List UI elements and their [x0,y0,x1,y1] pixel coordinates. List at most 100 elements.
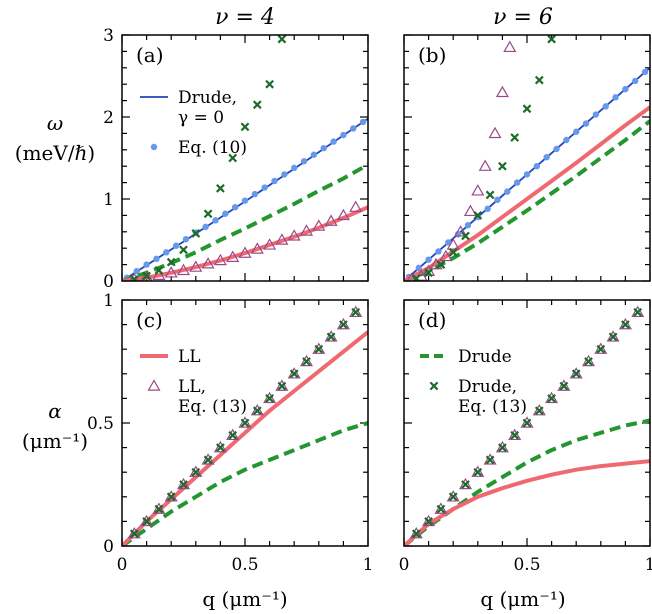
legend-label: Eq. (10) [178,138,247,158]
panel-d: 0 0.5 1 (d) Drude Drude,Eq. (13) [399,299,652,575]
data-point-cross [473,211,483,220]
data-point-dots [153,255,160,263]
data-point-triangle [176,477,191,490]
data-point-triangle [201,257,215,269]
data-point-triangle [129,272,140,281]
data-point-dots [182,235,190,243]
ticks [403,34,651,282]
data-point-dots [172,242,180,249]
data-point-triangle [458,477,473,490]
data-point-cross [411,529,421,539]
data-point-cross [252,406,262,416]
data-point-triangle [569,367,583,379]
series-group [404,35,650,281]
data-point-triangle [336,208,350,221]
data-point-triangle [406,272,417,281]
data-point-cross [240,418,250,428]
data-point-triangle [226,428,240,441]
data-point-cross [302,357,311,366]
data-point-triangle [349,200,363,212]
data-point-cross [166,257,176,267]
data-point-triangle [238,416,252,428]
data-point-dots [494,196,501,204]
data-point-dots [464,222,472,229]
data-point-cross [142,517,151,526]
data-point-triangle [545,391,559,404]
data-point-cross [129,529,139,539]
data-point-triangle [213,440,227,453]
data-point-triangle [324,330,338,342]
data-point-cross [277,35,287,44]
data-point-cross [351,307,361,317]
data-point-triangle [287,367,301,379]
data-point-cross [129,274,139,281]
panel-tag: (c) [136,308,163,332]
legend-entry: Eq. (10) [150,138,247,158]
data-point-triangle [226,250,240,262]
data-point-triangle [275,379,289,391]
data-point-cross [461,480,470,489]
data-point-triangle [189,260,203,272]
data-point-triangle [488,126,502,139]
data-point-cross [228,153,238,163]
data-point-dots [641,68,649,76]
series-thick-line [404,105,650,281]
data-point-triangle [532,403,546,416]
data-point-cross [522,104,532,114]
data-point-dots [133,267,140,275]
legend-label: LL [178,347,201,367]
data-point-cross [339,320,348,329]
data-point-cross [510,430,520,440]
series-thick-line [122,205,368,281]
data-point-cross [547,35,556,44]
data-point-cross [534,406,544,416]
data-point-dots [241,197,249,204]
data-point-triangle [471,184,485,196]
data-point-dots [425,256,432,263]
data-point-triangle [312,219,326,231]
data-point-cross [498,161,507,171]
plot-frame [121,299,369,547]
legend-entry: Drude [420,347,512,367]
series-dashed-line [122,421,368,546]
legend-label: Drude, [178,88,237,108]
data-point-cross [498,443,507,452]
series-group [404,305,650,546]
data-point-triangle [127,526,141,539]
series-thick-line [404,459,650,546]
ylabel-alpha-symbol: α [48,399,62,423]
data-point-cross [326,332,336,342]
data-point-dots [300,158,308,165]
legend-entry: Drude,γ = 0 [140,88,237,128]
plot-frame [403,299,651,547]
data-point-triangle [483,453,497,465]
data-point-dots [504,188,511,195]
data-point-dots [222,210,229,217]
data-point-dots [533,163,541,170]
data-point-dots [513,179,521,186]
data-point-dots [359,118,367,126]
data-point-cross [191,229,201,238]
y-tick-label: 1 [103,291,114,311]
data-point-triangle [349,305,363,318]
legend-entry: LL,Eq. (13) [147,377,247,417]
data-point-cross [228,430,238,440]
data-point-cross [265,394,274,403]
data-point-cross [485,455,495,465]
data-point-triangle [263,238,277,250]
series-dashed-line [404,418,650,546]
data-point-cross [179,245,188,255]
data-point-cross [436,504,446,514]
data-point-triangle [238,246,252,258]
data-point-cross [522,418,532,428]
panel-b: (b) [403,34,651,282]
data-point-cross [571,369,581,379]
data-point-cross [547,394,556,403]
data-point-dots [231,204,239,211]
panel-tag: (a) [136,43,164,67]
data-point-triangle [471,465,485,477]
legend-label: Drude [458,347,512,367]
legend-entry: LL [140,347,201,367]
legend-label: Eq. (13) [458,397,527,417]
y-tick-label: 0 [103,272,114,292]
